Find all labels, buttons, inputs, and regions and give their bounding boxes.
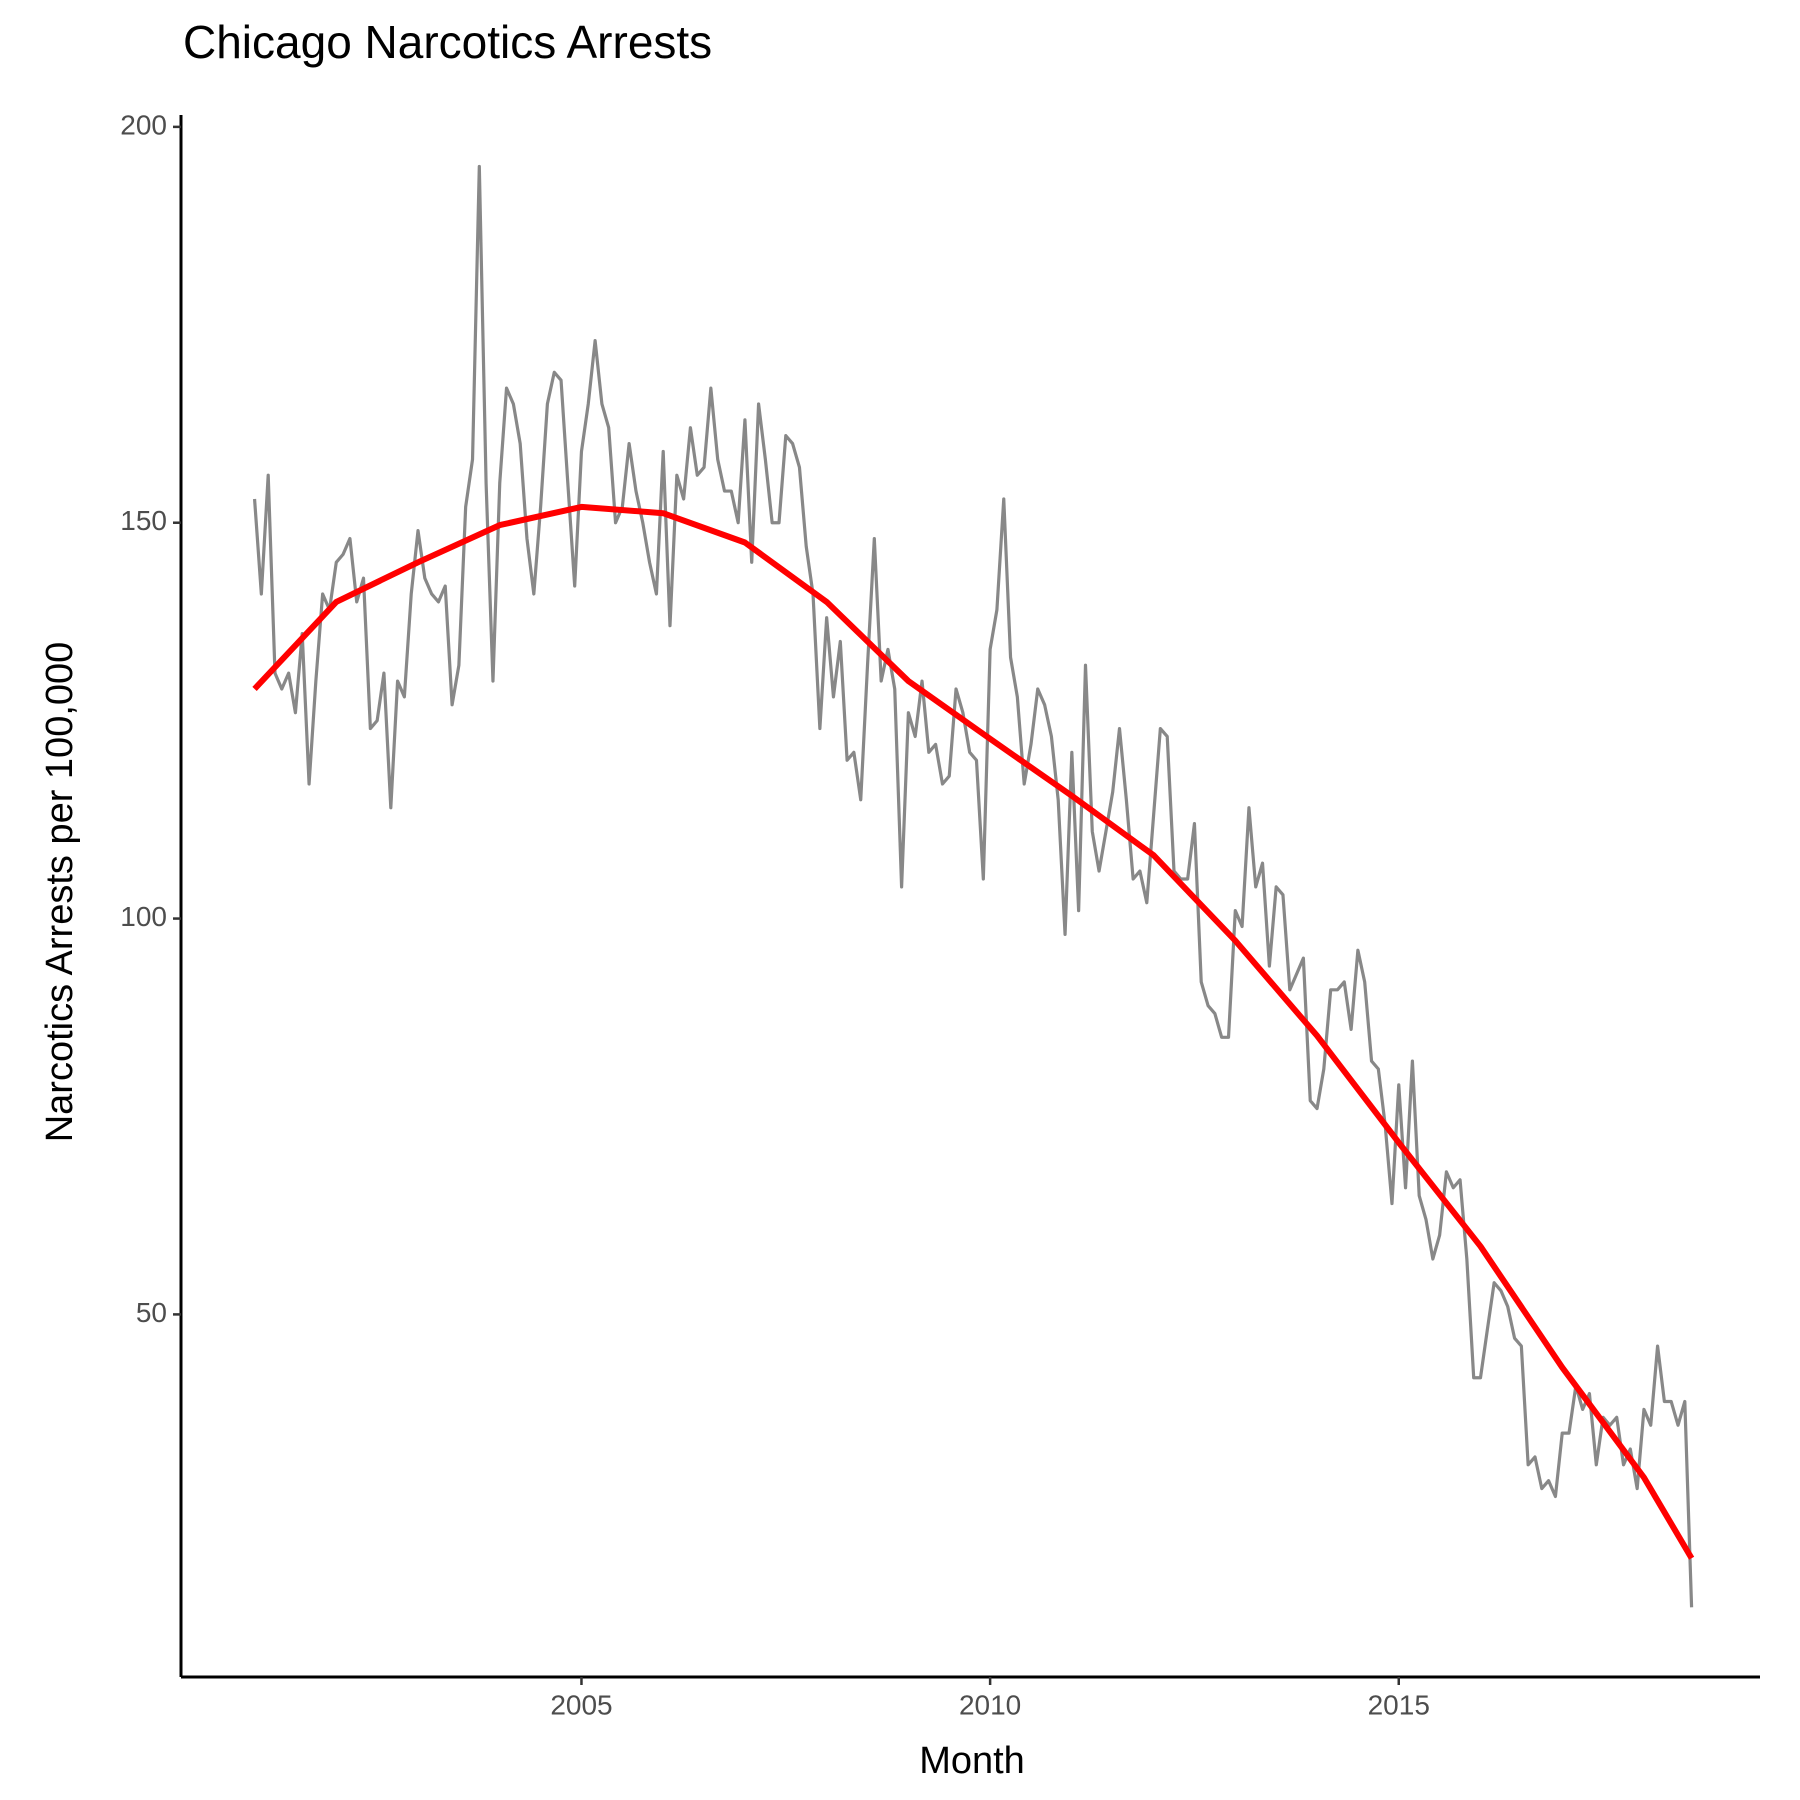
data-line bbox=[252, 503, 1695, 1560]
y-axis-title: Narcotics Arrests per 100,000 bbox=[39, 642, 81, 1143]
y-tick-label: 50 bbox=[136, 1297, 167, 1328]
y-tick-label: 100 bbox=[120, 901, 167, 932]
y-tick-label: 200 bbox=[120, 109, 167, 140]
x-tick-label: 2010 bbox=[959, 1689, 1021, 1720]
x-tick-label: 2015 bbox=[1368, 1689, 1430, 1720]
y-tick-label: 150 bbox=[120, 505, 167, 536]
x-tick-label: 2005 bbox=[550, 1689, 612, 1720]
data-line bbox=[252, 164, 1694, 1608]
chart-title: Chicago Narcotics Arrests bbox=[183, 16, 712, 68]
x-axis-title: Month bbox=[919, 1740, 1025, 1782]
